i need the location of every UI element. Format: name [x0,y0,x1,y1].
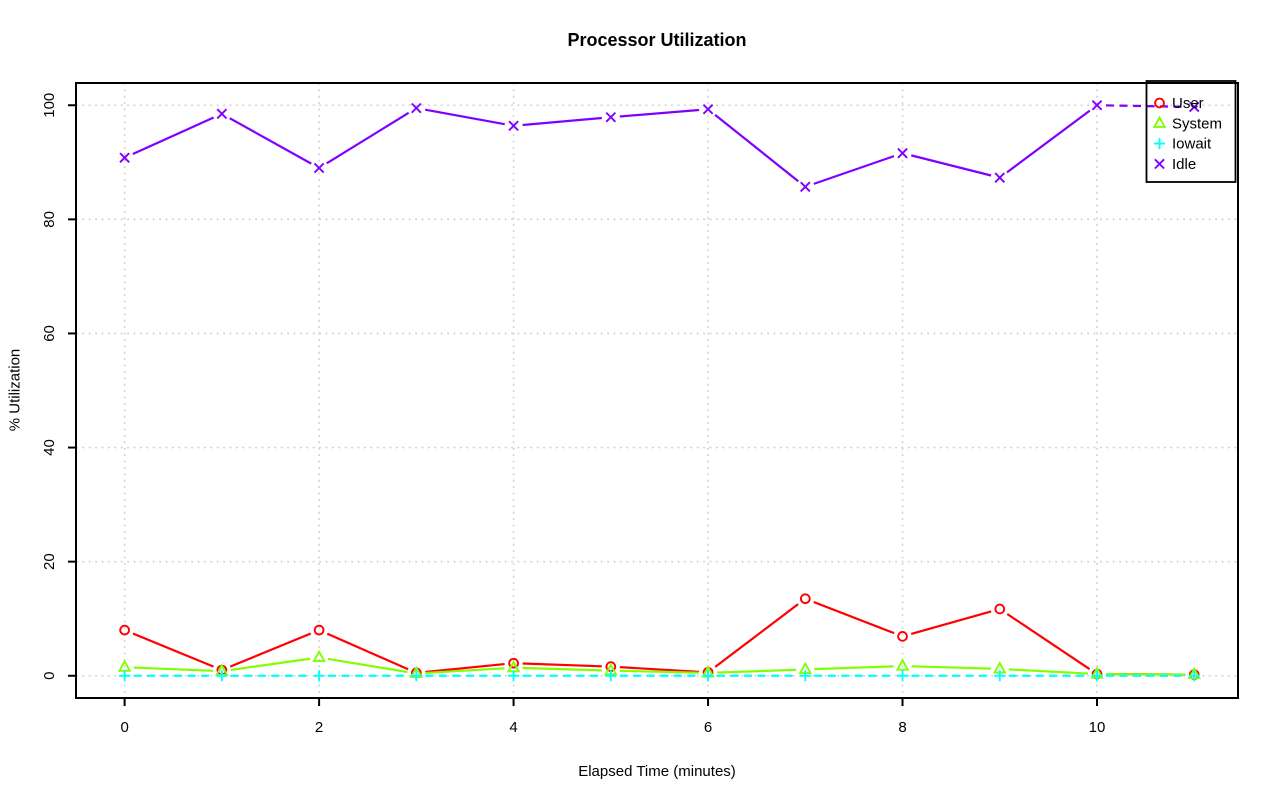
legend-label-system: System [1172,115,1222,132]
y-tick-label: 20 [41,553,58,570]
x-tick-label: 4 [509,719,517,736]
x-axis-label: Elapsed Time (minutes) [578,763,736,780]
legend-label-user: User [1172,95,1204,112]
x-tick-label: 10 [1089,719,1106,736]
gridlines [76,83,1238,698]
y-tick-label: 80 [41,211,58,228]
series-idle [119,99,1200,193]
legend: User System Iowait Idle [1145,80,1237,183]
legend-label-idle: Idle [1172,156,1196,173]
series-system [117,649,1202,680]
series-iowait [119,670,1200,682]
y-tick-label: 40 [41,439,58,456]
y-tick-label: 0 [41,672,58,680]
series-user [119,593,1200,680]
x-tick-label: 6 [704,719,712,736]
y-tick-label: 60 [41,325,58,342]
legend-label-iowait: Iowait [1172,136,1212,153]
y-tick-label: 100 [41,93,58,118]
x-tick-label: 2 [315,719,323,736]
x-tick-label: 8 [898,719,906,736]
chart-title: Processor Utilization [567,30,747,50]
x-tick-label: 0 [120,719,128,736]
